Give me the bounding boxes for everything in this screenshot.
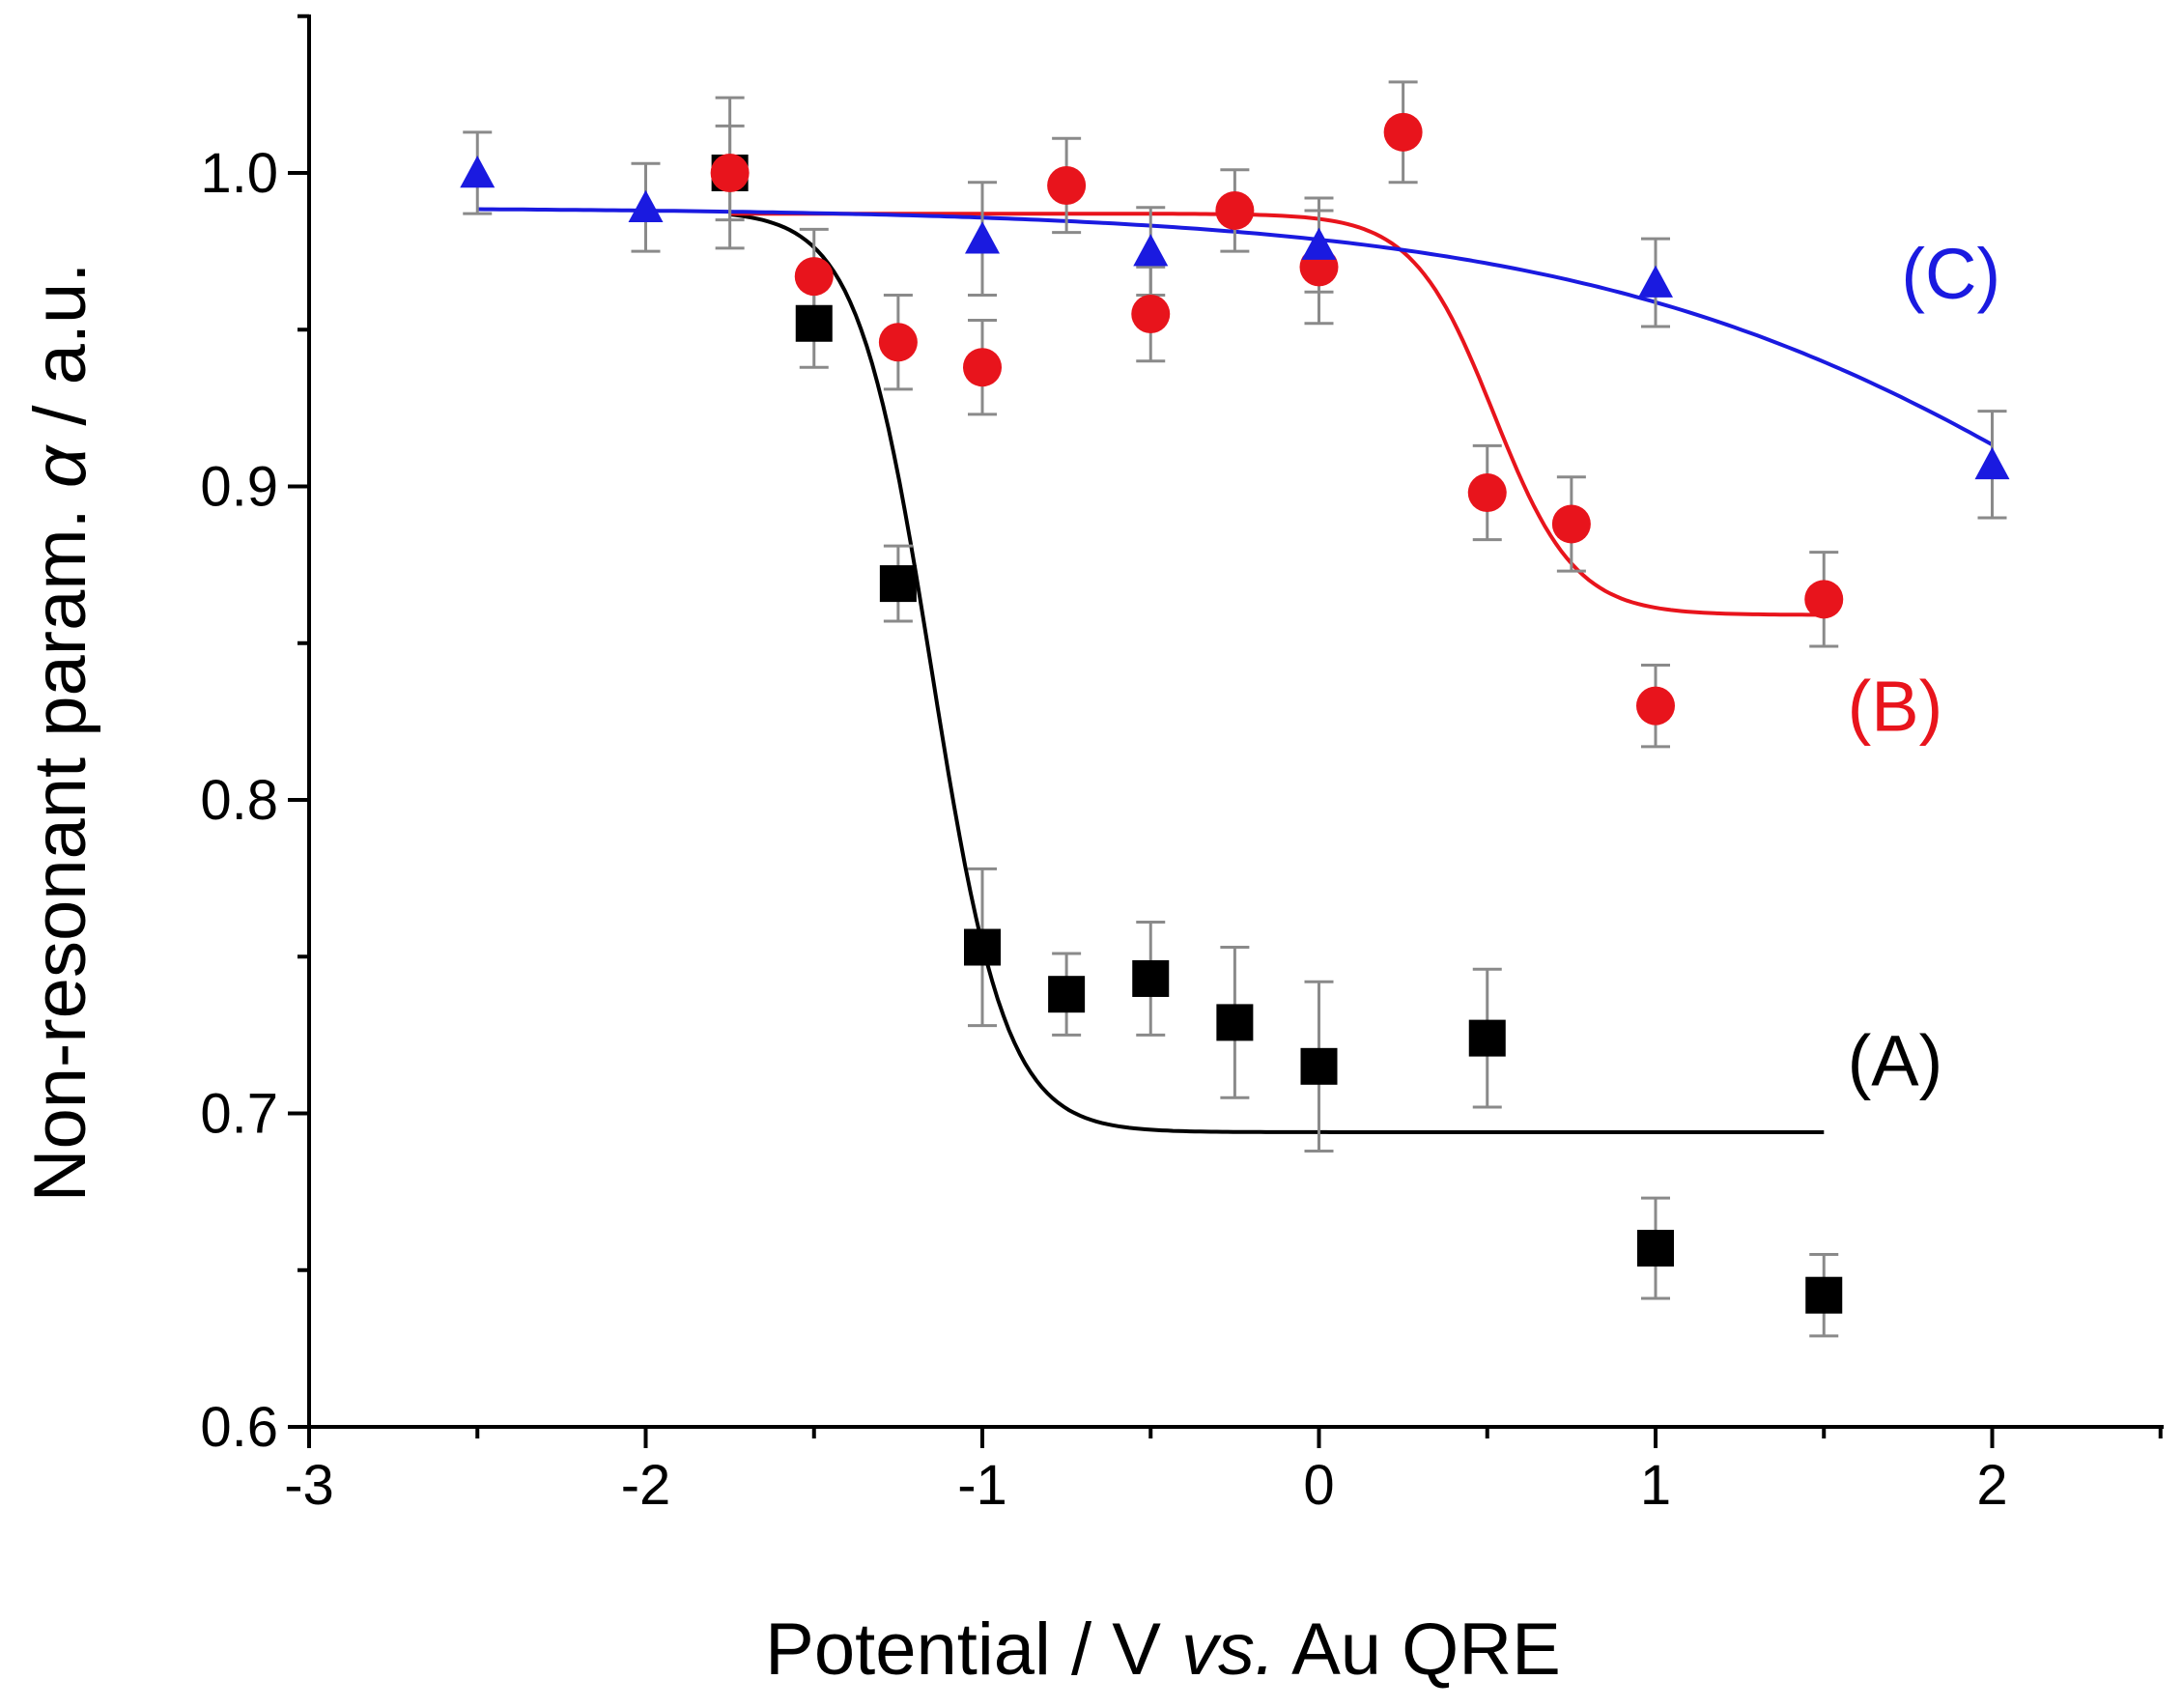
fit-curve-a (729, 213, 1825, 1134)
data-point-b (1215, 190, 1255, 230)
data-point-c (1974, 446, 2010, 480)
series-labels: (A) (B) (C) (1848, 234, 2000, 1100)
data-point-b (794, 257, 834, 297)
y-tick-label: 0.6 (200, 1396, 278, 1459)
data-point-c (460, 156, 496, 188)
x-tick-label: 2 (1976, 1454, 2007, 1517)
x-axis-title: Potential / V vs. Au QRE (765, 1608, 1561, 1691)
series-label-b: (B) (1848, 667, 1943, 747)
data-point-c (1133, 234, 1169, 267)
axis-title-part: / a.u. (19, 263, 101, 446)
y-tick-label: 0.9 (200, 456, 278, 519)
data-point-a (795, 304, 833, 342)
series-label-c: (C) (1901, 234, 2000, 314)
y-tick-label: 0.7 (200, 1083, 278, 1146)
data-point-b (878, 323, 918, 362)
axis-title-part: Au QRE (1275, 1608, 1561, 1691)
data-point-c (628, 189, 664, 222)
plot-area (460, 80, 2010, 1338)
data-point-a (964, 928, 1001, 966)
data-point-c (1638, 265, 1673, 298)
x-tick-label: -3 (284, 1454, 334, 1517)
data-point-a (1637, 1230, 1674, 1267)
x-tick-label: -2 (621, 1454, 671, 1517)
data-point-a (1048, 976, 1086, 1013)
y-ticks: 0.6 0.7 0.8 0.9 1.0 (200, 14, 309, 1459)
data-point-b (1047, 165, 1087, 205)
data-point-c (1301, 227, 1337, 260)
data-point-b (1467, 472, 1507, 512)
data-point-b (1551, 504, 1591, 544)
data-point-a (1300, 1047, 1338, 1085)
x-tick-label: 0 (1303, 1454, 1334, 1517)
data-point-a (1468, 1019, 1506, 1057)
x-ticks: -3 -2 -1 0 1 2 (284, 1427, 2163, 1517)
data-point-b (1636, 686, 1675, 726)
axis-title-part: Non-resonant param. (19, 488, 101, 1202)
y-tick-label: 0.8 (200, 769, 278, 832)
data-point-b (1383, 112, 1423, 152)
data-markers (460, 112, 2010, 1314)
data-point-a (1216, 1004, 1254, 1041)
data-point-b (710, 154, 750, 192)
axis-title-part: α (19, 443, 101, 488)
data-point-a (879, 565, 917, 603)
axis-title-part: vs. (1181, 1608, 1275, 1691)
y-axis-title: Non-resonant param. α / a.u. (19, 263, 101, 1203)
series-label-a: (A) (1848, 1020, 1943, 1100)
data-point-a (1805, 1276, 1843, 1314)
data-point-b (1131, 295, 1171, 334)
axis-title-part: Potential / V (765, 1608, 1181, 1691)
data-point-b (963, 348, 1002, 387)
data-point-b (1804, 580, 1844, 619)
x-tick-label: -1 (957, 1454, 1007, 1517)
axes: -3 -2 -1 0 1 2 0.6 0.7 0.8 0.9 1.0 (200, 14, 2164, 1517)
y-tick-label: 1.0 (200, 142, 278, 205)
data-point-a (1132, 959, 1170, 997)
data-point-c (965, 221, 1000, 254)
x-tick-label: 1 (1640, 1454, 1671, 1517)
